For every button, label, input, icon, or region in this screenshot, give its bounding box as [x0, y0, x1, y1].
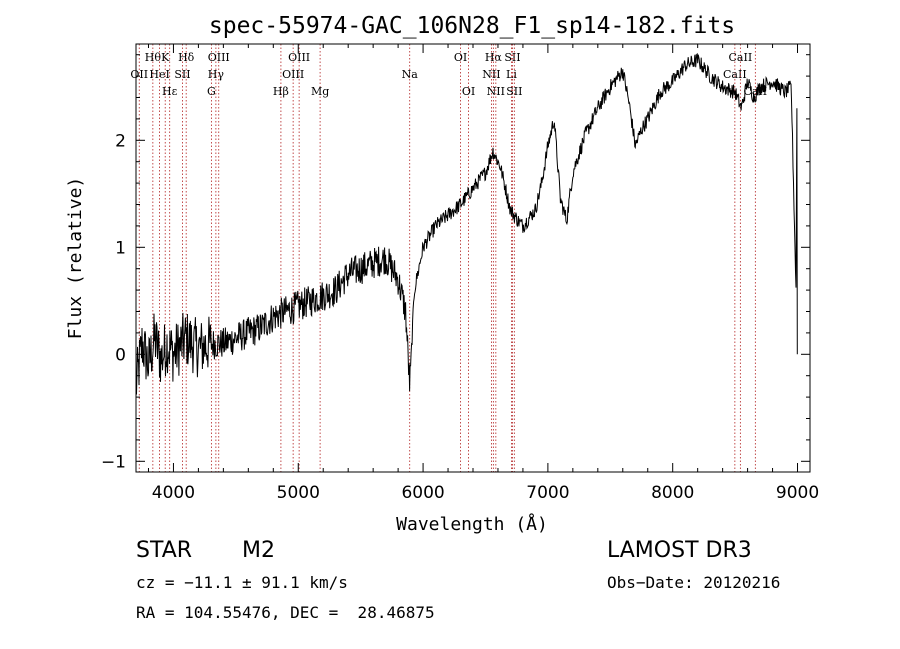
line-label-5007: OIII [288, 51, 310, 64]
line-label-4340: Hγ [208, 68, 225, 81]
line-label-8542: CaII [729, 51, 753, 64]
survey-name: LAMOST DR3 [607, 538, 752, 563]
redshift-velocity: cz = −11.1 ± 91.1 km/s [136, 573, 348, 592]
x-tick-label-7000: 7000 [526, 483, 569, 503]
x-axis-label: Wavelength (Å) [396, 513, 548, 535]
line-label-4072: SII [174, 68, 190, 81]
x-tick-label-5000: 5000 [277, 483, 320, 503]
line-label-6583: NII [487, 85, 505, 98]
line-label-5893: Na [402, 68, 419, 81]
y-tick-label-0: 0 [115, 345, 126, 365]
line-label-6731: SII [506, 85, 522, 98]
line-label-8498: CaII [723, 68, 747, 81]
line-label-5175: Mg [311, 85, 329, 98]
x-tick-label-9000: 9000 [776, 483, 819, 503]
y-tick-label-1: 1 [115, 238, 126, 258]
line-label-4363: OIII [208, 51, 230, 64]
spectral-line-markers: OII Hθ HeI K Hε SII Hδ G Hγ OIII Hβ OIII OIII Mg Na OI O… [130, 44, 767, 472]
line-label-6300: OI [454, 51, 467, 64]
x-tick-label-4000: 4000 [152, 483, 195, 503]
y-axis-label: Flux (relative) [65, 177, 86, 340]
line-label-6548: NII [482, 68, 500, 81]
line-label-3934: K [161, 51, 170, 64]
line-label-4102: Hδ [178, 51, 195, 64]
axis-ticks: 4000 5000 6000 7000 8000 9000 −1 0 1 2 [101, 44, 819, 503]
plot-frame [135, 43, 811, 473]
line-label-3970: Hε [162, 85, 178, 98]
line-label-6716: SII [504, 51, 520, 64]
line-label-4959: OIII [282, 68, 304, 81]
object-class: STAR [136, 538, 193, 563]
y-tick-label--1: −1 [101, 452, 126, 472]
line-label-6364: OI [462, 85, 475, 98]
ra-dec-coordinates: RA = 104.55476, DEC = 28.46875 [136, 603, 435, 622]
line-label-3726: OII [130, 68, 148, 81]
chart-title: spec-55974-GAC_106N28_F1_sp14-182.fits [209, 13, 735, 39]
line-label-6563: Hα [485, 51, 503, 64]
line-label-3889: HeI [149, 68, 169, 81]
observation-date: Obs−Date: 20120216 [607, 573, 781, 592]
line-label-3835: Hθ [145, 51, 162, 64]
line-label-4861: Hβ [273, 85, 289, 98]
y-tick-label-2: 2 [115, 131, 126, 151]
line-label-4304: G [207, 85, 216, 98]
x-tick-label-8000: 8000 [651, 483, 694, 503]
x-tick-label-6000: 6000 [401, 483, 444, 503]
line-label-6708: Li [506, 68, 517, 81]
flux-series-line [135, 52, 798, 395]
object-subclass: M2 [242, 538, 275, 563]
